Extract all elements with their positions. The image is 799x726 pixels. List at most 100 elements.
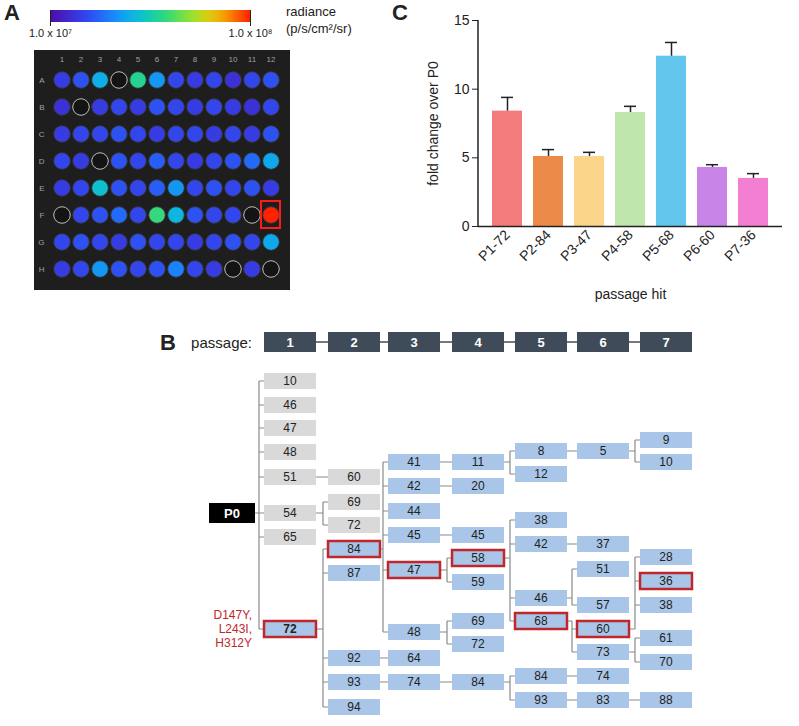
svg-text:4: 4: [117, 55, 122, 64]
svg-text:60: 60: [347, 470, 361, 484]
svg-text:38: 38: [659, 598, 673, 612]
svg-text:6: 6: [599, 335, 606, 350]
svg-text:P6-60: P6-60: [680, 226, 718, 264]
svg-text:42: 42: [407, 479, 421, 493]
svg-text:46: 46: [534, 591, 548, 605]
svg-text:41: 41: [407, 455, 421, 469]
svg-text:84: 84: [471, 675, 485, 689]
svg-text:45: 45: [471, 528, 485, 542]
svg-text:D: D: [39, 157, 45, 166]
svg-text:65: 65: [283, 530, 297, 544]
svg-text:P0: P0: [224, 506, 240, 521]
svg-text:3: 3: [410, 335, 417, 350]
svg-text:5: 5: [600, 444, 607, 458]
svg-text:P7-36: P7-36: [721, 226, 759, 264]
svg-text:47: 47: [283, 421, 297, 435]
svg-text:5: 5: [462, 149, 470, 165]
svg-text:94: 94: [347, 700, 361, 714]
svg-text:6: 6: [155, 55, 160, 64]
svg-text:passage hit: passage hit: [595, 286, 667, 302]
svg-text:P1-72: P1-72: [475, 226, 513, 264]
svg-text:69: 69: [471, 614, 485, 628]
svg-text:7: 7: [174, 55, 179, 64]
svg-text:73: 73: [596, 645, 610, 659]
svg-text:12: 12: [534, 467, 548, 481]
svg-text:L243I,: L243I,: [219, 622, 252, 636]
svg-text:28: 28: [659, 550, 673, 564]
svg-text:83: 83: [596, 693, 610, 707]
svg-text:72: 72: [283, 622, 297, 636]
svg-text:72: 72: [347, 518, 361, 532]
svg-text:P2-84: P2-84: [516, 226, 554, 264]
svg-text:1: 1: [286, 335, 293, 350]
svg-text:87: 87: [347, 566, 361, 580]
svg-text:61: 61: [659, 631, 673, 645]
svg-text:9: 9: [663, 433, 670, 447]
svg-text:70: 70: [659, 655, 673, 669]
svg-text:68: 68: [534, 614, 548, 628]
svg-text:E: E: [39, 184, 44, 193]
svg-text:57: 57: [596, 598, 610, 612]
svg-text:A: A: [39, 76, 45, 85]
svg-text:60: 60: [596, 622, 610, 636]
svg-text:0: 0: [462, 218, 470, 234]
svg-text:58: 58: [471, 551, 485, 565]
svg-text:48: 48: [407, 625, 421, 639]
svg-text:92: 92: [347, 651, 361, 665]
svg-text:4: 4: [474, 335, 482, 350]
svg-text:84: 84: [534, 669, 548, 683]
svg-text:38: 38: [534, 513, 548, 527]
svg-text:8: 8: [193, 55, 198, 64]
svg-text:74: 74: [407, 675, 421, 689]
svg-text:B: B: [160, 330, 176, 355]
svg-text:passage:: passage:: [191, 334, 252, 351]
svg-text:36: 36: [659, 574, 673, 588]
svg-text:2: 2: [79, 55, 84, 64]
svg-text:37: 37: [596, 537, 610, 551]
svg-text:12: 12: [267, 55, 276, 64]
svg-text:7: 7: [662, 335, 669, 350]
svg-text:P5-68: P5-68: [639, 226, 677, 264]
svg-text:P4-58: P4-58: [598, 226, 636, 264]
svg-text:20: 20: [471, 479, 485, 493]
svg-text:84: 84: [347, 542, 361, 556]
svg-text:fold change over P0: fold change over P0: [425, 61, 441, 186]
svg-text:D147Y,: D147Y,: [214, 608, 252, 622]
svg-text:1: 1: [60, 55, 65, 64]
svg-text:F: F: [40, 211, 45, 220]
svg-text:8: 8: [538, 444, 545, 458]
svg-text:64: 64: [407, 651, 421, 665]
svg-text:10: 10: [229, 55, 238, 64]
svg-text:44: 44: [407, 504, 421, 518]
svg-text:2: 2: [350, 335, 357, 350]
svg-text:48: 48: [283, 445, 297, 459]
svg-text:88: 88: [659, 693, 673, 707]
svg-text:C: C: [39, 130, 45, 139]
svg-text:1.0 x 10⁸: 1.0 x 10⁸: [229, 27, 273, 39]
svg-text:93: 93: [347, 675, 361, 689]
svg-text:10: 10: [454, 81, 470, 97]
svg-text:47: 47: [407, 563, 421, 577]
svg-text:1.0 x 10⁷: 1.0 x 10⁷: [29, 27, 72, 39]
svg-text:5: 5: [537, 335, 544, 350]
svg-text:45: 45: [407, 528, 421, 542]
svg-text:P3-47: P3-47: [557, 226, 595, 264]
svg-text:11: 11: [248, 55, 257, 64]
svg-text:10: 10: [283, 374, 297, 388]
svg-text:11: 11: [472, 455, 485, 469]
svg-text:54: 54: [283, 506, 297, 520]
svg-text:74: 74: [596, 669, 610, 683]
svg-text:5: 5: [136, 55, 141, 64]
svg-text:69: 69: [347, 495, 361, 509]
svg-text:15: 15: [454, 12, 470, 28]
svg-text:72: 72: [471, 637, 485, 651]
svg-text:G: G: [38, 238, 44, 247]
svg-text:46: 46: [283, 398, 297, 412]
svg-text:H: H: [39, 265, 45, 274]
svg-text:59: 59: [471, 575, 485, 589]
svg-text:H312Y: H312Y: [215, 636, 252, 650]
svg-text:3: 3: [98, 55, 103, 64]
svg-text:10: 10: [659, 455, 673, 469]
svg-text:51: 51: [283, 470, 297, 484]
svg-text:93: 93: [534, 693, 548, 707]
